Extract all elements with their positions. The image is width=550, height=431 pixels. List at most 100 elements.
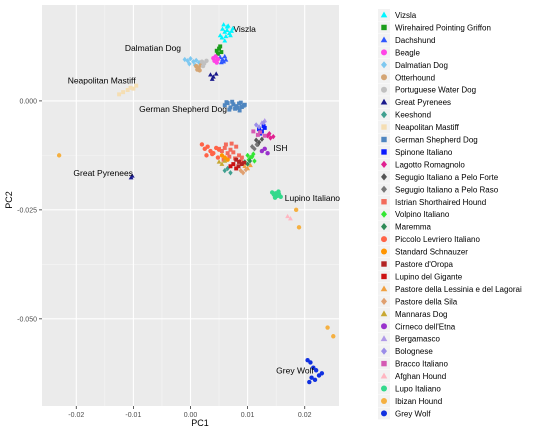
data-point [219,149,224,153]
legend-label: Ibizan Hound [395,397,442,406]
data-point [272,195,278,200]
data-point [128,85,133,90]
data-point [253,137,259,143]
legend-key [381,248,387,255]
data-point [194,57,199,63]
legend-label: Volpino Italiano [395,210,450,219]
data-point [219,50,224,55]
cluster-label: Grey Wolf [276,365,314,375]
data-point [131,86,136,91]
legend-item: Bolognese [378,345,433,358]
legend-label: Vizsla [395,11,417,20]
legend-key [381,397,387,404]
data-point [215,56,221,62]
legend-item: Piccolo Levriero Italiano [378,233,480,246]
legend-label: Bolognese [395,347,433,356]
series-6 [199,58,209,69]
data-point [208,72,213,77]
legend-item: Bergamasco [378,332,440,345]
y-tick-label: -0.050 [17,316,37,323]
x-axis-ticks: -0.02 -0.01 0.00 0.01 0.02 [68,406,312,419]
legend-item: Grey Wolf [378,407,431,420]
data-point [313,368,319,373]
legend-item: Volpino Italiano [378,208,450,221]
legend-item: Cirneco dell'Etna [378,320,456,333]
data-point [242,163,248,169]
legend-label: Bergamasco [395,335,440,344]
series-21 [228,162,239,171]
data-point [231,150,236,155]
legend-key [381,24,387,31]
series-1 [214,44,224,56]
legend-key [381,149,387,155]
cluster-label: German Shepherd Dog [139,104,227,114]
legend-label: Maremma [395,223,432,232]
data-point [235,105,240,110]
legend: Vizsla Wirehaired Pointing Griffon Dachshu… [378,9,522,420]
data-point [248,162,253,168]
data-point [188,55,193,62]
data-point [331,334,336,339]
series-7 [128,71,219,180]
y-axis-title: PC2 [4,191,14,209]
legend-key [380,285,388,292]
data-point [221,59,227,64]
data-point [243,167,249,173]
legend-item: Dalmatian Dog [378,58,448,71]
legend-item: Great Pyrenees [378,96,451,109]
data-point [261,120,266,126]
legend-key [381,86,387,93]
y-axis-ticks: 0.000 -0.025 -0.050 [17,98,42,323]
legend-key [380,11,388,18]
data-point [271,133,276,140]
x-tick-label: -0.02 [68,412,84,419]
data-point [205,144,210,149]
cluster-label: Viszla [233,24,256,34]
data-point [223,57,229,62]
legend-key [381,273,387,280]
data-point [276,189,281,194]
series-19 [219,153,230,162]
legend-item: Beagle [378,46,420,59]
data-point [219,161,225,166]
data-point [213,71,219,76]
x-tick-label: -0.01 [125,412,141,419]
data-point [278,194,283,199]
data-point [219,35,225,40]
legend-label: Pastore della Lessinia e del Lagorai [395,285,522,294]
cluster-label: Great Pyrenees [73,168,133,178]
legend-label: Segugio Italiano a Pelo Forte [395,173,499,182]
legend-item: Mannaras Dog [378,307,447,320]
data-point [231,102,236,107]
cluster-label: Lupino Italiano [285,193,341,203]
series-0 [217,22,236,43]
cluster-label: ISH [273,143,287,153]
data-point [222,29,228,34]
data-point [227,154,232,159]
x-axis-title: PC1 [191,418,209,428]
legend-label: Otterhound [395,73,435,82]
legend-label: Lupo Italiano [395,385,441,394]
legend-key [381,199,387,205]
series-9 [117,83,139,97]
data-point [240,170,246,176]
x-tick-label: 0.00 [184,412,198,419]
legend-key [381,160,387,168]
legend-label: Istrian Shorthaired Hound [395,198,486,207]
legend-label: Pastore d'Oropa [395,260,454,269]
data-point [225,151,230,156]
data-point [204,58,209,63]
legend-label: Dachshund [395,36,435,45]
legend-item: Lupino del Gigante [378,270,463,283]
data-point [117,92,122,97]
data-point [125,88,130,92]
data-point [296,225,302,230]
data-point [222,158,228,163]
data-point [319,371,325,376]
legend-key [381,185,387,193]
legend-key [381,210,387,218]
legend-label: German Shepherd Dog [395,136,478,145]
legend-label: Neapolitan Mastiff [395,123,460,132]
data-point [197,68,202,73]
